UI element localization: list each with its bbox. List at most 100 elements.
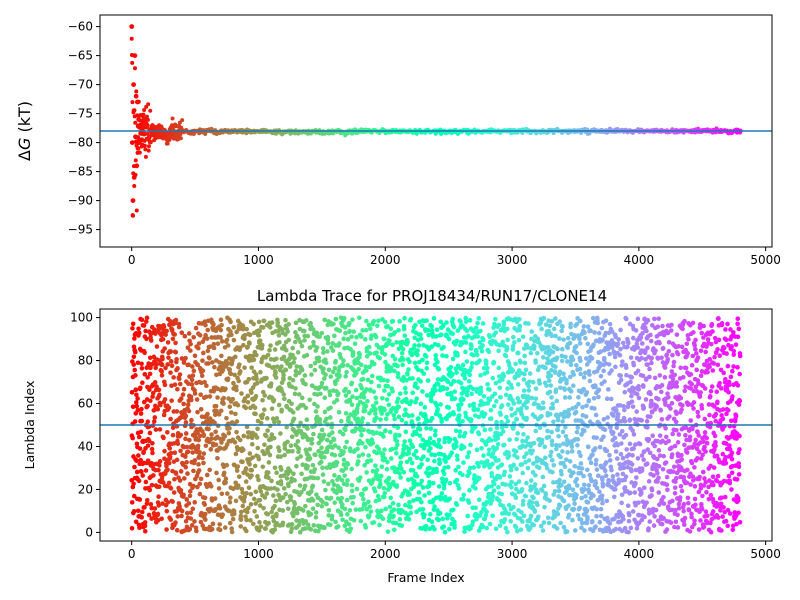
lambda-point — [181, 386, 187, 392]
lambda-point — [337, 429, 343, 435]
lambda-point — [322, 525, 327, 531]
lambda-point — [613, 364, 618, 370]
lambda-point — [145, 443, 151, 448]
lambda-point — [574, 362, 579, 368]
lambda-point — [256, 456, 262, 462]
lambda-point — [156, 503, 162, 508]
lambda-point — [147, 371, 153, 377]
lambda-point — [195, 443, 201, 449]
lambda-point — [253, 501, 259, 506]
lambda-point — [218, 317, 224, 323]
lambda-point — [200, 368, 206, 374]
lambda-point — [217, 522, 222, 527]
lambda-point — [416, 490, 422, 495]
lambda-point — [134, 403, 140, 409]
lambda-point — [188, 397, 194, 403]
lambda-point — [427, 511, 433, 517]
lambda-point — [232, 440, 238, 445]
lambda-point — [351, 494, 356, 500]
lambda-point — [152, 380, 158, 385]
lambda-point — [160, 501, 165, 506]
lambda-point — [349, 466, 354, 472]
lambda-point — [187, 493, 193, 499]
lambda-point — [242, 365, 247, 370]
lambda-point — [443, 459, 448, 464]
lambda-point — [324, 449, 330, 455]
lambda-point — [350, 394, 355, 399]
lambda-point — [517, 316, 522, 322]
lambda-point — [459, 401, 464, 407]
lambda-point — [574, 476, 580, 482]
lambda-point — [163, 365, 168, 371]
lambda-point — [460, 472, 465, 478]
lambda-point — [183, 436, 188, 442]
lambda-point — [583, 414, 589, 419]
lambda-point — [540, 400, 546, 405]
lambda-point — [358, 518, 364, 524]
lambda-point — [284, 424, 290, 430]
lambda-point — [295, 456, 300, 461]
lambda-point — [309, 441, 315, 446]
lambda-point — [379, 508, 384, 514]
lambda-point — [473, 486, 478, 491]
lambda-point — [475, 407, 481, 413]
lambda-point — [524, 451, 529, 456]
lambda-point — [245, 399, 251, 405]
lambda-point — [418, 401, 424, 407]
lambda-point — [219, 339, 225, 344]
lambda-point — [603, 473, 609, 478]
lambda-point — [506, 511, 512, 517]
lambda-point — [425, 457, 430, 462]
lambda-point — [547, 323, 553, 329]
lambda-point — [247, 353, 253, 359]
lambda-point — [493, 316, 498, 322]
lambda-point — [463, 349, 468, 355]
lambda-point — [308, 527, 314, 532]
lambda-point — [377, 522, 382, 528]
lambda-point — [352, 341, 358, 347]
lambda-point — [436, 366, 442, 372]
lambda-point — [182, 528, 187, 533]
lambda-point — [447, 512, 452, 518]
lambda-point — [192, 391, 198, 396]
lambda-point — [395, 371, 401, 376]
lambda-point — [630, 509, 636, 514]
lambda-point — [311, 339, 316, 345]
lambda-point — [331, 437, 337, 443]
lambda-point — [242, 494, 247, 500]
lambda-point — [355, 459, 361, 464]
lambda-point — [553, 364, 558, 370]
lambda-point — [548, 449, 554, 455]
lambda-point — [551, 462, 557, 468]
lambda-point — [264, 491, 270, 496]
lambda-point — [312, 467, 318, 472]
lambda-point — [177, 381, 183, 387]
lambda-point — [219, 491, 225, 497]
lambda-point — [340, 431, 346, 437]
lambda-point — [288, 494, 294, 500]
lambda-point — [505, 337, 510, 343]
lambda-point — [292, 478, 297, 483]
lambda-point — [338, 488, 344, 494]
lambda-point — [559, 328, 564, 334]
lambda-point — [620, 340, 626, 346]
lambda-point — [575, 437, 581, 442]
lambda-point — [213, 442, 219, 447]
lambda-point — [348, 526, 354, 532]
lambda-point — [431, 480, 436, 486]
lambda-point — [229, 526, 235, 531]
lambda-point — [237, 345, 243, 350]
lambda-point — [533, 473, 538, 478]
lambda-point — [607, 458, 613, 463]
lambda-point — [578, 453, 583, 459]
lambda-point — [523, 367, 529, 373]
lambda-point — [399, 417, 405, 423]
lambda-point — [369, 379, 374, 385]
lambda-point — [149, 446, 155, 452]
lambda-point — [561, 371, 566, 377]
lambda-point — [407, 359, 412, 365]
lambda-point — [186, 381, 191, 387]
lambda-point — [565, 450, 570, 455]
lambda-point — [581, 324, 587, 329]
lambda-point — [196, 468, 202, 473]
